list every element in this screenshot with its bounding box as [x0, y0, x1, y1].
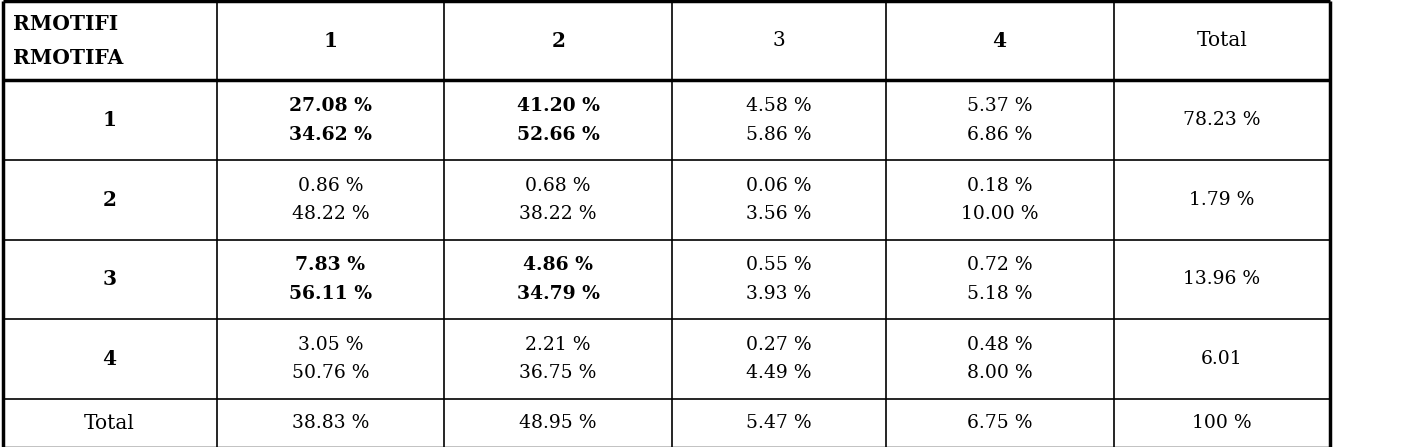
Text: Total: Total	[84, 414, 135, 433]
Text: 38.22 %: 38.22 %	[519, 205, 598, 223]
Text: 3.05 %: 3.05 %	[298, 336, 363, 354]
Text: 4: 4	[103, 349, 117, 369]
Text: 5.47 %: 5.47 %	[747, 414, 811, 432]
Text: 5.37 %: 5.37 %	[967, 97, 1032, 115]
Text: 6.01: 6.01	[1201, 350, 1243, 368]
Text: 41.20 %: 41.20 %	[516, 97, 600, 115]
Text: 8.00 %: 8.00 %	[967, 364, 1032, 382]
Text: 13.96 %: 13.96 %	[1184, 270, 1260, 288]
Text: 0.55 %: 0.55 %	[747, 256, 811, 274]
Text: 3.93 %: 3.93 %	[747, 285, 811, 303]
Text: 4.86 %: 4.86 %	[523, 256, 593, 274]
Text: 4.58 %: 4.58 %	[747, 97, 811, 115]
Text: 48.95 %: 48.95 %	[519, 414, 598, 432]
Text: 0.27 %: 0.27 %	[747, 336, 811, 354]
Text: 38.83 %: 38.83 %	[291, 414, 370, 432]
Text: 4.49 %: 4.49 %	[747, 364, 811, 382]
Text: 1: 1	[323, 31, 337, 51]
Text: 0.06 %: 0.06 %	[747, 177, 811, 194]
Text: 2: 2	[551, 31, 565, 51]
Text: 48.22 %: 48.22 %	[291, 205, 370, 223]
Text: 0.48 %: 0.48 %	[967, 336, 1032, 354]
Text: 56.11 %: 56.11 %	[288, 285, 373, 303]
Text: 34.62 %: 34.62 %	[288, 126, 373, 143]
Text: 50.76 %: 50.76 %	[291, 364, 370, 382]
Text: 5.86 %: 5.86 %	[747, 126, 811, 143]
Text: 6.86 %: 6.86 %	[967, 126, 1032, 143]
Text: 1: 1	[103, 110, 117, 130]
Text: 5.18 %: 5.18 %	[967, 285, 1032, 303]
Text: 36.75 %: 36.75 %	[519, 364, 598, 382]
Text: 6.75 %: 6.75 %	[967, 414, 1032, 432]
Text: 10.00 %: 10.00 %	[960, 205, 1039, 223]
Text: 4: 4	[993, 31, 1007, 51]
Text: 3: 3	[103, 270, 117, 289]
Text: 3.56 %: 3.56 %	[747, 205, 811, 223]
Text: 2.21 %: 2.21 %	[526, 336, 591, 354]
Text: 0.72 %: 0.72 %	[967, 256, 1032, 274]
Text: 27.08 %: 27.08 %	[288, 97, 373, 115]
Text: 34.79 %: 34.79 %	[516, 285, 600, 303]
Text: RMOTIFA: RMOTIFA	[13, 48, 122, 67]
Text: 78.23 %: 78.23 %	[1182, 111, 1261, 129]
Text: 7.83 %: 7.83 %	[295, 256, 366, 274]
Text: Total: Total	[1197, 31, 1247, 50]
Text: RMOTIFI: RMOTIFI	[13, 14, 118, 34]
Text: 100 %: 100 %	[1192, 414, 1251, 432]
Text: 0.68 %: 0.68 %	[526, 177, 591, 194]
Text: 0.18 %: 0.18 %	[967, 177, 1032, 194]
Text: 3: 3	[772, 31, 786, 50]
Text: 0.86 %: 0.86 %	[298, 177, 363, 194]
Text: 1.79 %: 1.79 %	[1189, 191, 1254, 209]
Text: 2: 2	[103, 190, 117, 210]
Text: 52.66 %: 52.66 %	[517, 126, 599, 143]
